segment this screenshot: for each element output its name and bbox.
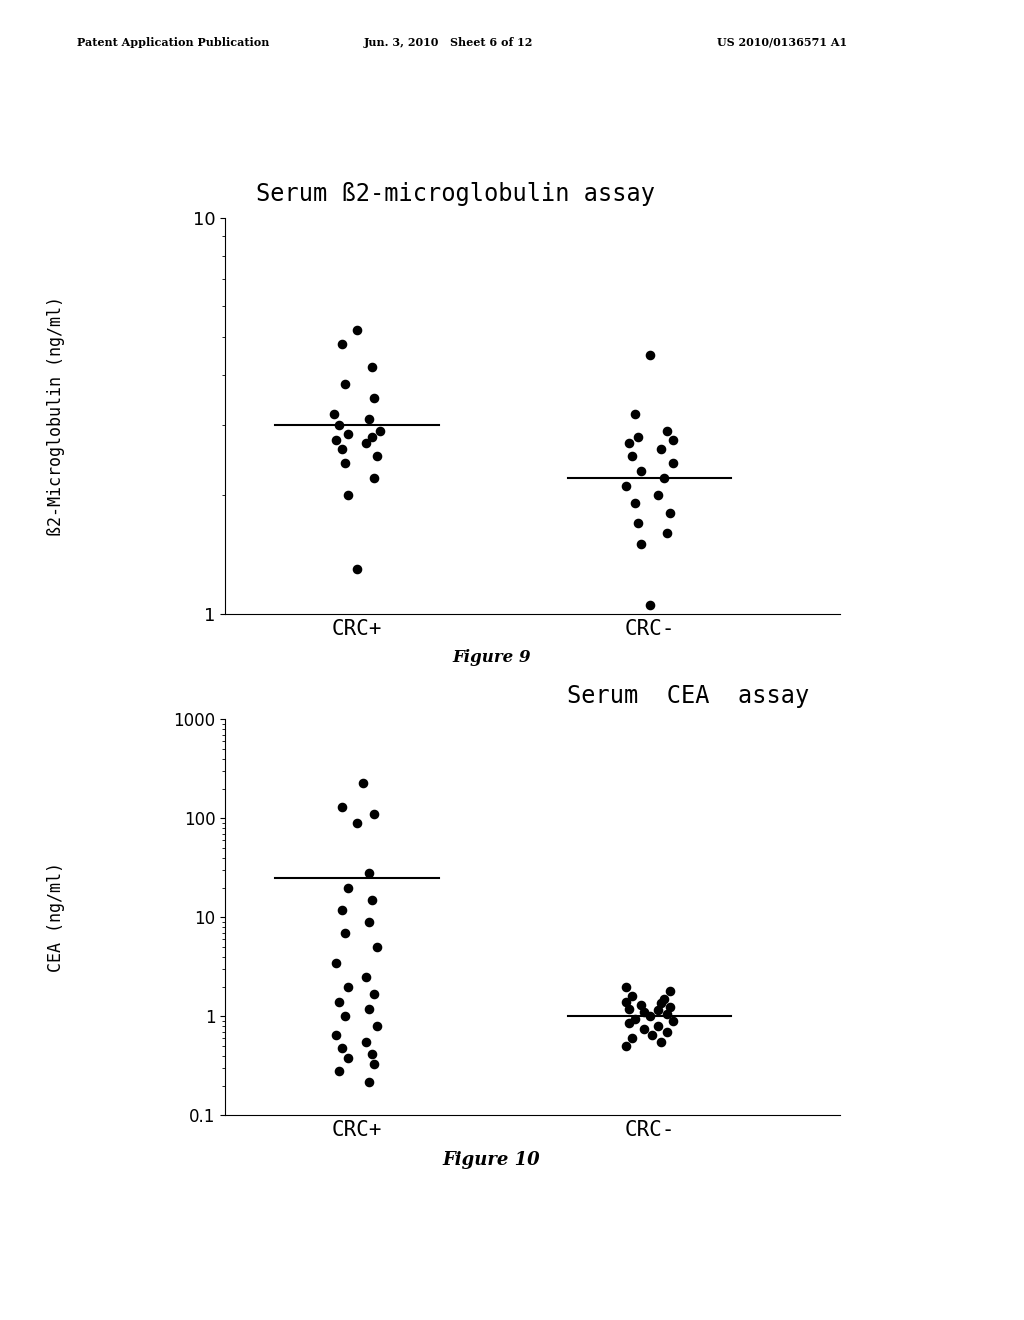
Point xyxy=(658,1003,675,1024)
Point xyxy=(650,484,667,506)
Point xyxy=(331,1060,347,1081)
Point xyxy=(329,429,345,450)
Point xyxy=(633,533,649,554)
Point xyxy=(340,424,356,445)
Point xyxy=(337,374,353,395)
Point xyxy=(367,804,383,825)
Point xyxy=(329,952,345,973)
Point xyxy=(617,991,634,1012)
Point xyxy=(641,345,657,366)
Point xyxy=(617,975,634,997)
Point xyxy=(364,356,380,378)
Point xyxy=(360,998,377,1019)
Point xyxy=(662,981,678,1002)
Point xyxy=(636,1002,652,1023)
Text: Serum  CEA  assay: Serum CEA assay xyxy=(566,684,809,708)
Point xyxy=(644,1024,660,1045)
Point xyxy=(364,1043,380,1064)
Point xyxy=(650,1015,667,1036)
Point xyxy=(665,1010,681,1031)
Point xyxy=(650,999,667,1020)
Point xyxy=(334,796,350,817)
Point xyxy=(367,1053,383,1074)
Point xyxy=(658,1022,675,1043)
Point xyxy=(621,433,637,454)
Point xyxy=(665,453,681,474)
Point xyxy=(364,426,380,447)
Text: ß2-Microglobulin (ng/ml): ß2-Microglobulin (ng/ml) xyxy=(47,296,66,536)
Point xyxy=(630,426,646,447)
Point xyxy=(617,1036,634,1057)
Point xyxy=(627,1008,643,1030)
Point xyxy=(653,1031,670,1052)
Text: US 2010/0136571 A1: US 2010/0136571 A1 xyxy=(717,37,847,48)
Point xyxy=(665,429,681,450)
Point xyxy=(357,1031,374,1052)
Point xyxy=(636,1018,652,1039)
Point xyxy=(357,433,374,454)
Text: Jun. 3, 2010   Sheet 6 of 12: Jun. 3, 2010 Sheet 6 of 12 xyxy=(364,37,532,48)
Text: Figure 9: Figure 9 xyxy=(453,649,530,667)
Point xyxy=(360,862,377,883)
Point xyxy=(331,991,347,1012)
Text: CEA (ng/ml): CEA (ng/ml) xyxy=(47,862,66,973)
Point xyxy=(658,523,675,544)
Point xyxy=(633,994,649,1015)
Point xyxy=(656,989,673,1010)
Point xyxy=(364,890,380,911)
Point xyxy=(349,812,366,833)
Point xyxy=(630,512,646,533)
Point xyxy=(658,420,675,441)
Point xyxy=(337,1006,353,1027)
Point xyxy=(621,998,637,1019)
Point xyxy=(372,420,388,441)
Point xyxy=(370,937,386,958)
Text: Patent Application Publication: Patent Application Publication xyxy=(77,37,269,48)
Point xyxy=(349,319,366,341)
Point xyxy=(367,388,383,409)
Point xyxy=(340,484,356,506)
Point xyxy=(337,923,353,944)
Point xyxy=(624,986,640,1007)
Point xyxy=(334,1038,350,1059)
Point xyxy=(334,440,350,461)
Point xyxy=(340,876,356,898)
Point xyxy=(337,453,353,474)
Point xyxy=(349,558,366,579)
Point xyxy=(329,1024,345,1045)
Text: Figure 10: Figure 10 xyxy=(442,1151,541,1170)
Point xyxy=(627,403,643,424)
Point xyxy=(624,446,640,467)
Point xyxy=(360,409,377,430)
Point xyxy=(340,1048,356,1069)
Point xyxy=(653,993,670,1014)
Point xyxy=(370,1015,386,1036)
Point xyxy=(370,446,386,467)
Point xyxy=(633,459,649,480)
Point xyxy=(360,911,377,932)
Point xyxy=(367,983,383,1005)
Point xyxy=(334,334,350,355)
Point xyxy=(334,899,350,920)
Point xyxy=(621,1012,637,1034)
Point xyxy=(331,414,347,436)
Text: Serum ß2-microglobulin assay: Serum ß2-microglobulin assay xyxy=(256,182,655,206)
Point xyxy=(357,966,374,987)
Point xyxy=(641,595,657,616)
Point xyxy=(340,975,356,997)
Point xyxy=(662,502,678,523)
Point xyxy=(354,772,371,793)
Point xyxy=(617,475,634,496)
Point xyxy=(662,997,678,1018)
Point xyxy=(360,1071,377,1092)
Point xyxy=(656,467,673,488)
Point xyxy=(624,1028,640,1049)
Point xyxy=(367,467,383,488)
Point xyxy=(627,492,643,513)
Point xyxy=(641,1006,657,1027)
Point xyxy=(653,440,670,461)
Point xyxy=(326,403,342,424)
